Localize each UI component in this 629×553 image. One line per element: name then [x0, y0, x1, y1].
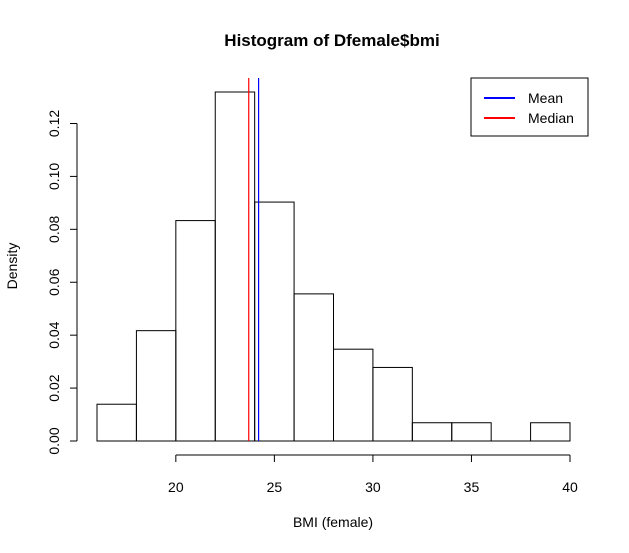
- histogram-bar: [175, 220, 216, 442]
- y-tick-label: 0.10: [46, 163, 62, 190]
- reference-lines-group: [248, 78, 260, 441]
- bars-group: [96, 91, 571, 442]
- histogram-bar: [372, 366, 413, 442]
- y-tick-label: 0.08: [46, 215, 62, 242]
- x-tick-label: 25: [267, 479, 283, 495]
- y-tick-label: 0.06: [46, 268, 62, 295]
- histogram-bar: [96, 403, 137, 442]
- histogram-bar: [254, 201, 295, 442]
- y-tick-label: 0.12: [46, 110, 62, 137]
- histogram-bar: [135, 330, 177, 442]
- y-axis: 0.00 0.02 0.04 0.06 0.08 0.10 0.12: [46, 110, 78, 455]
- chart-title: Histogram of Dfemale$bmi: [224, 31, 439, 50]
- histogram-bar: [333, 348, 374, 442]
- legend: Mean Median: [470, 77, 589, 137]
- y-axis-label: Density: [4, 243, 20, 290]
- x-tick-label: 35: [464, 479, 480, 495]
- x-axis: 20 25 30 35 40: [168, 454, 578, 495]
- histogram-bar: [451, 422, 492, 442]
- legend-label: Mean: [528, 90, 563, 106]
- x-axis-label: BMI (female): [293, 514, 373, 530]
- y-tick-label: 0.00: [46, 427, 62, 454]
- y-tick-label: 0.02: [46, 374, 62, 401]
- legend-label: Median: [528, 110, 574, 126]
- histogram-bar: [411, 422, 453, 442]
- y-tick-label: 0.04: [46, 321, 62, 348]
- x-tick-label: 40: [562, 479, 578, 495]
- x-tick-label: 20: [168, 479, 184, 495]
- x-tick-label: 30: [365, 479, 381, 495]
- histogram-bar: [530, 422, 571, 442]
- histogram-bar: [293, 293, 335, 442]
- legend-box: [470, 77, 589, 137]
